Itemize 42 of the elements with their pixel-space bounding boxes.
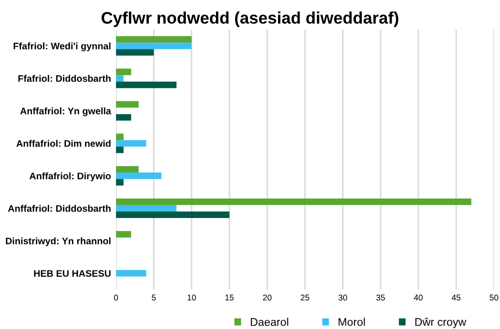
bar — [116, 82, 176, 88]
x-tick-label: 30 — [338, 294, 348, 300]
bar — [116, 172, 162, 180]
bar — [116, 179, 124, 186]
bar — [116, 140, 146, 147]
y-tick-label: Anffafriol: Dim newid — [16, 140, 111, 147]
bar — [116, 198, 472, 206]
bar — [116, 68, 132, 76]
legend-label: Daearol — [250, 318, 288, 326]
bar — [116, 101, 139, 108]
legend-label: Morol — [338, 318, 365, 326]
bar — [116, 205, 176, 212]
bar — [116, 270, 146, 277]
y-tick-label: Ffafriol: Wedi'i gynnal — [14, 42, 110, 52]
bar — [116, 42, 192, 50]
bar — [116, 146, 124, 154]
x-tick-label: 0 — [114, 294, 118, 300]
y-tick-label: Dinistriwyd: Yn rhannol — [6, 237, 110, 246]
y-tick-label: Anffafriol: Dirywio — [30, 172, 111, 182]
y-tick-label: Anffafriol: Diddosbarth — [8, 204, 111, 212]
bar — [116, 114, 132, 121]
y-tick-label: HEB EU HASESU — [34, 270, 111, 277]
x-tick-label: 40 — [414, 294, 423, 300]
bar — [116, 134, 124, 140]
x-tick-label: 45 — [452, 294, 460, 300]
x-tick-label: 35 — [376, 294, 385, 300]
bar — [116, 212, 230, 218]
x-tick-label: 25 — [300, 294, 310, 300]
y-tick-label: Anffafriol: Yn gwella — [20, 107, 112, 116]
bar — [116, 36, 192, 43]
bar — [116, 231, 132, 238]
bar — [116, 75, 124, 82]
legend-label: Dŵr croyw — [415, 318, 466, 328]
bar — [116, 166, 139, 173]
y-tick-label: Ffafriol: Diddosbarth — [18, 74, 111, 82]
bar — [116, 49, 154, 56]
x-tick-label: 50 — [490, 294, 498, 300]
x-tick-label: 15 — [225, 294, 234, 300]
x-tick-label: 20 — [262, 294, 272, 300]
x-tick-label: 5 — [152, 294, 156, 300]
x-tick-label: 10 — [188, 294, 196, 300]
chart-title: Cyflwr nodwedd (asesiad diweddaraf) — [102, 12, 398, 28]
